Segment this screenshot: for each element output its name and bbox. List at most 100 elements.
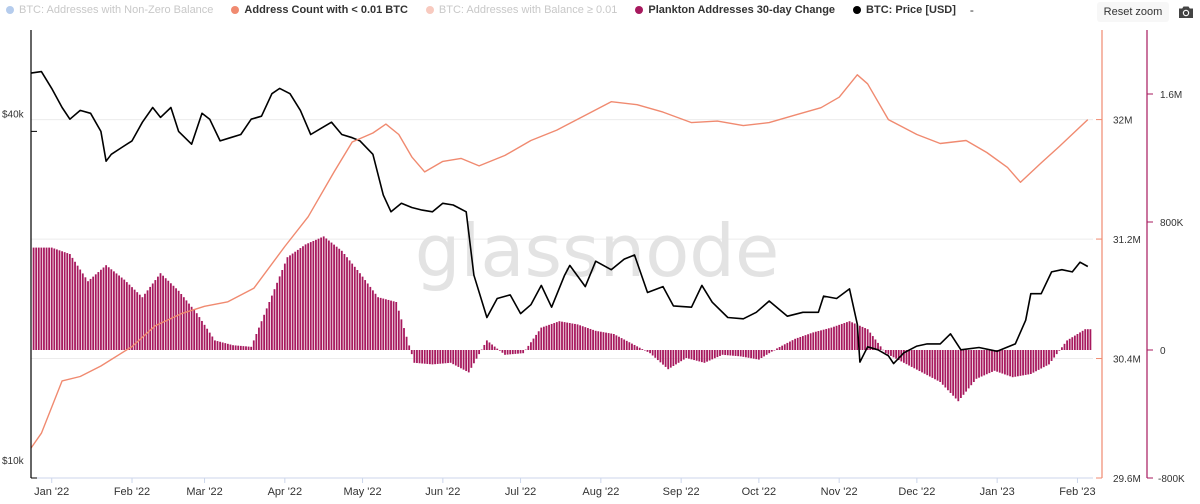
camera-icon[interactable] [1178,5,1194,19]
plankton-bar [890,350,892,356]
count-tick-label: 32M [1113,116,1132,127]
plankton-bar [322,236,325,350]
plankton-bar [387,299,390,350]
x-tick-label: Jul '22 [505,486,536,498]
plankton-bar [794,338,797,350]
plankton-bar [892,350,895,358]
plankton-bar [1009,350,1012,377]
plankton-bar [74,261,76,350]
plankton-bar [397,310,400,350]
plankton-bar [724,350,727,356]
plankton-bar [340,250,343,350]
plankton-bar [866,329,869,350]
plankton-bar [1081,330,1084,350]
plankton-bar [592,329,594,350]
plankton-bar [804,335,807,350]
plankton-bar [998,350,1001,373]
plankton-bar [817,331,820,350]
plankton-bar [229,344,232,350]
plankton-bar [366,283,369,350]
plankton-bar [996,350,999,372]
x-tick-label: Jan '23 [980,486,1015,498]
plankton-bar [167,280,170,350]
plankton-bar [682,350,685,360]
plankton-bar [698,350,701,362]
plankton-bar [548,324,550,350]
plankton-bar [268,302,271,350]
plankton-bar [760,350,763,358]
plankton-bar [190,306,193,350]
plankton-bar [918,350,921,372]
plankton-bar [118,275,120,350]
plankton-bar [879,346,882,350]
plankton-bar [908,350,910,366]
plankton-bar [473,350,475,364]
legend-label-balance-over-0-01: BTC: Addresses with Balance ≥ 0.01 [438,4,618,16]
plankton-bar [887,350,890,355]
x-tick-label: Oct '22 [742,486,777,498]
x-tick-label: Sep '22 [663,486,700,498]
x-tick-label: Feb '23 [1059,486,1095,498]
plankton-bar [444,350,447,364]
legend-marker-non-zero-balance [6,6,14,14]
plankton-bar [1086,329,1089,350]
plankton-bar [931,350,934,378]
plankton-bar [1079,332,1081,350]
plankton-bar [247,346,250,350]
legend-item-btc-price[interactable]: BTC: Price [USD] [853,4,956,16]
plankton-bar [1019,350,1022,376]
legend-item-non-zero-balance[interactable]: BTC: Addresses with Non-Zero Balance [6,4,213,16]
plankton-bar [270,295,273,350]
x-tick-label: Apr '22 [268,486,303,498]
plankton-bar [599,331,602,350]
plankton-bar [1073,335,1076,350]
plankton-bar [498,350,501,351]
plankton-bar [449,350,452,363]
plankton-bar [1016,350,1019,377]
plankton-bar [1063,343,1066,350]
plankton-bar [1027,350,1030,375]
plankton-bar [138,294,141,350]
plankton-bar [646,350,649,352]
plankton-bar [952,350,955,396]
plankton-bar [136,292,139,350]
plankton-bar [656,350,659,361]
plankton-bar [255,334,258,350]
plankton-bar [972,350,975,382]
plankton-bar [1022,350,1024,376]
plankton-bar [576,324,579,350]
plankton-bar [84,277,87,350]
plankton-bar [296,249,299,350]
plankton-bar [690,350,693,360]
plankton-bar [838,324,841,350]
plankton-bar [532,338,535,350]
plankton-bar [721,350,724,355]
plankton-bar [786,342,789,350]
plankton-bar [776,348,778,350]
plankton-bar [975,350,978,379]
plankton-bar [226,343,229,350]
plankton-bar [436,350,439,364]
plankton-bar [903,350,905,363]
plankton-bar [493,346,496,350]
legend-item-plankton-change[interactable]: Plankton Addresses 30-day Change [635,4,835,16]
plankton-bar [939,350,942,382]
plankton-bar [504,350,506,355]
x-tick-label: Dec '22 [898,486,935,498]
plankton-bar [884,350,887,354]
plankton-bar [633,344,636,350]
legend-marker-address-count-small [231,6,240,14]
plankton-bar [110,269,113,350]
legend-item-balance-over-0-01[interactable]: BTC: Addresses with Balance ≥ 0.01 [425,4,618,16]
plankton-bar [947,350,949,391]
legend-item-address-count-small[interactable]: Address Count with < 0.01 BTC [231,4,408,16]
plankton-bar [522,350,525,354]
plankton-bar [641,349,644,350]
plankton-bar [97,272,100,350]
plankton-bar [563,322,566,350]
plankton-bar [237,345,240,350]
reset-zoom-button[interactable]: Reset zoom [1097,2,1169,22]
plankton-bar [537,331,540,350]
plankton-bar [48,247,51,350]
plankton-bar [245,346,247,350]
